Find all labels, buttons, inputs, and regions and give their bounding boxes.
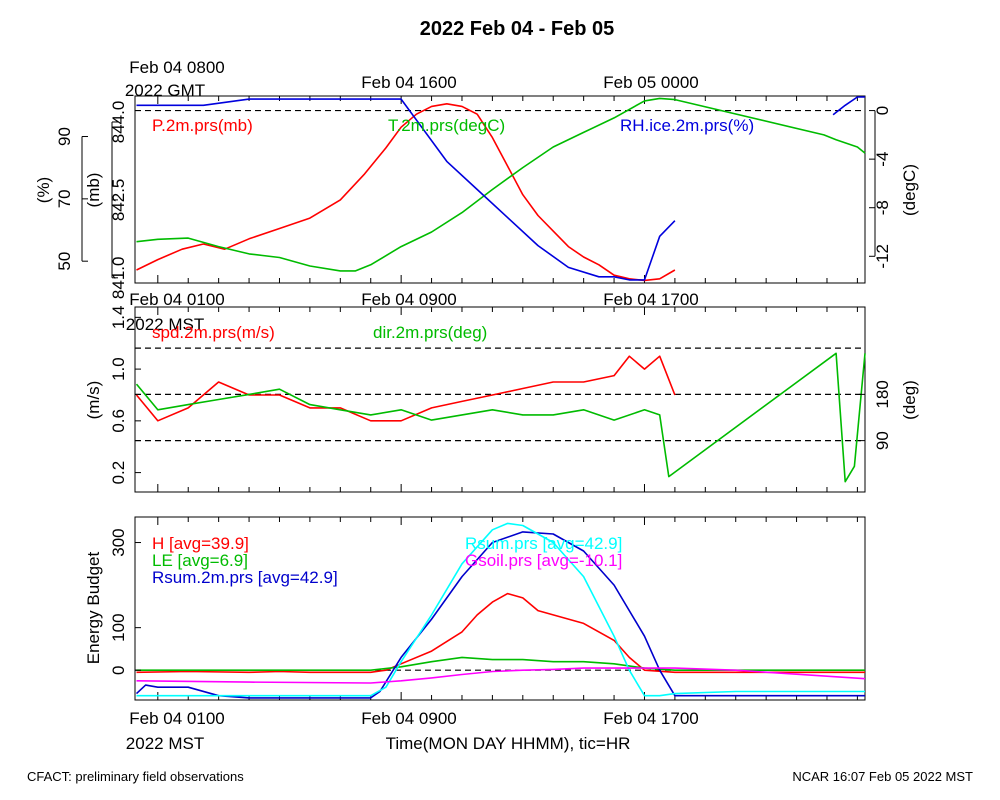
x-axis-label: Time(MON DAY HHMM), tic=HR	[386, 734, 631, 753]
panel-bottom-axes: 0 100 300	[109, 528, 141, 675]
y-tick-label-energy-0: 0	[109, 665, 128, 674]
y-tick-label-2-2: -8	[873, 200, 892, 215]
mid-axis-tick-label-2: Feb 04 1700	[603, 290, 698, 309]
series-line-0-2	[136, 98, 676, 281]
y-tick-label-energy-2: 300	[109, 528, 128, 556]
y-tick-label-deg-0: 90	[873, 431, 892, 450]
series-label-gsoil: Gsoil.prs [avg=-10.1]	[465, 551, 622, 570]
axis-label-ms: (m/s)	[84, 381, 103, 420]
series-label-h: H [avg=39.9]	[152, 534, 249, 553]
series-label-direction: dir.2m.prs(deg)	[373, 323, 487, 342]
bottom-axis-sublabel: 2022 MST	[126, 734, 204, 753]
series-line-1-0	[135, 355, 676, 422]
series-line-2-3	[136, 522, 865, 697]
footer-right: NCAR 16:07 Feb 05 2022 MST	[792, 769, 973, 784]
series-line-2-0	[136, 592, 865, 674]
panel-middle-ticks	[157, 307, 858, 492]
panel-top-axes: 50 70 90 841.0 842.5 844.0 0 -4 -8 -12	[55, 101, 892, 299]
top-axis-sublabel: 2022 GMT	[125, 81, 205, 100]
mid-axis-sublabel: 2022 MST	[126, 315, 204, 334]
panel-middle: Feb 04 0100 2022 MST Feb 04 0900 Feb 04 …	[84, 290, 919, 493]
series-label-speed: spd.2m.prs(m/s)	[152, 323, 275, 342]
y-tick-label-ms-0: 0.2	[109, 461, 128, 485]
chart-title: 2022 Feb 04 - Feb 05	[420, 18, 615, 40]
axis-label-mb: (mb)	[84, 173, 103, 208]
y-tick-label-2-0: 0	[873, 106, 892, 115]
y-tick-label-0-2: 90	[55, 127, 74, 146]
y-tick-label-ms-1: 0.6	[109, 409, 128, 433]
y-tick-label-1-1: 842.5	[109, 179, 128, 222]
y-tick-label-energy-1: 100	[109, 613, 128, 641]
axis-label-deg: (deg)	[900, 380, 919, 420]
series-line-2-2	[135, 531, 865, 699]
y-tick-label-1-2: 844.0	[109, 101, 128, 144]
panel-bottom: 0 100 300 Energy Budget H [avg=39.9] LE [a…	[84, 516, 866, 753]
series-line-2-4	[136, 667, 866, 684]
series-label-rh: RH.ice.2m.prs(%)	[620, 116, 754, 135]
bottom-axis-tick-label-2: Feb 04 1700	[603, 709, 698, 728]
y-tick-label-2-1: -4	[873, 152, 892, 167]
series-line-0-0	[136, 103, 676, 282]
axis-label-percent: (%)	[34, 177, 53, 203]
series-label-rsum: Rsum.prs [avg=42.9]	[465, 534, 622, 553]
footer-left: CFACT: preliminary field observations	[27, 769, 244, 784]
panel-middle-frame	[134, 306, 866, 493]
panel-middle-series	[135, 352, 866, 483]
series-label-le: LE [avg=6.9]	[152, 551, 248, 570]
y-tick-label-1-0: 841.0	[109, 257, 128, 300]
top-axis-tick-label-1: Feb 04 1600	[361, 73, 456, 92]
y-tick-label-ms-3: 1.4	[109, 306, 128, 330]
series-line-2-1	[136, 656, 865, 672]
y-tick-label-deg-1: 180	[873, 380, 892, 408]
series-label-rsum-2m: Rsum.2m.prs [avg=42.9]	[152, 568, 338, 587]
series-line-1-1	[135, 352, 866, 483]
panel-bottom-series	[135, 522, 866, 699]
top-axis-tick-label-2: Feb 05 0000	[603, 73, 698, 92]
y-tick-label-0-1: 70	[55, 189, 74, 208]
panel-bottom-ticks	[157, 517, 858, 700]
top-axis-tick-label-0: Feb 04 0800	[129, 58, 224, 77]
series-line-0-3	[832, 96, 865, 116]
panel-top-ticks	[157, 96, 858, 283]
axis-label-degc: (degC)	[900, 164, 919, 216]
panel-top: Feb 04 0800 2022 GMT Feb 04 1600 Feb 05 …	[34, 58, 919, 299]
panel-middle-axes: 0.2 0.6 1.0 1.4 90 180	[109, 306, 892, 485]
y-tick-label-ms-2: 1.0	[109, 357, 128, 381]
mid-axis-tick-label-1: Feb 04 0900	[361, 290, 456, 309]
y-tick-label-0-0: 50	[55, 252, 74, 271]
bottom-axis-tick-label-0: Feb 04 0100	[129, 709, 224, 728]
series-line-0-1	[136, 97, 866, 272]
axis-label-energy: Energy Budget	[84, 551, 103, 664]
series-label-temperature: T.2m.prs(degC)	[388, 116, 505, 135]
series-label-pressure: P.2m.prs(mb)	[152, 116, 253, 135]
panel-top-frame	[134, 95, 866, 284]
panel-bottom-frame	[134, 516, 866, 701]
y-tick-label-2-3: -12	[873, 244, 892, 269]
mid-axis-tick-label-0: Feb 04 0100	[129, 290, 224, 309]
panel-top-series	[136, 96, 866, 282]
bottom-axis-tick-label-1: Feb 04 0900	[361, 709, 456, 728]
